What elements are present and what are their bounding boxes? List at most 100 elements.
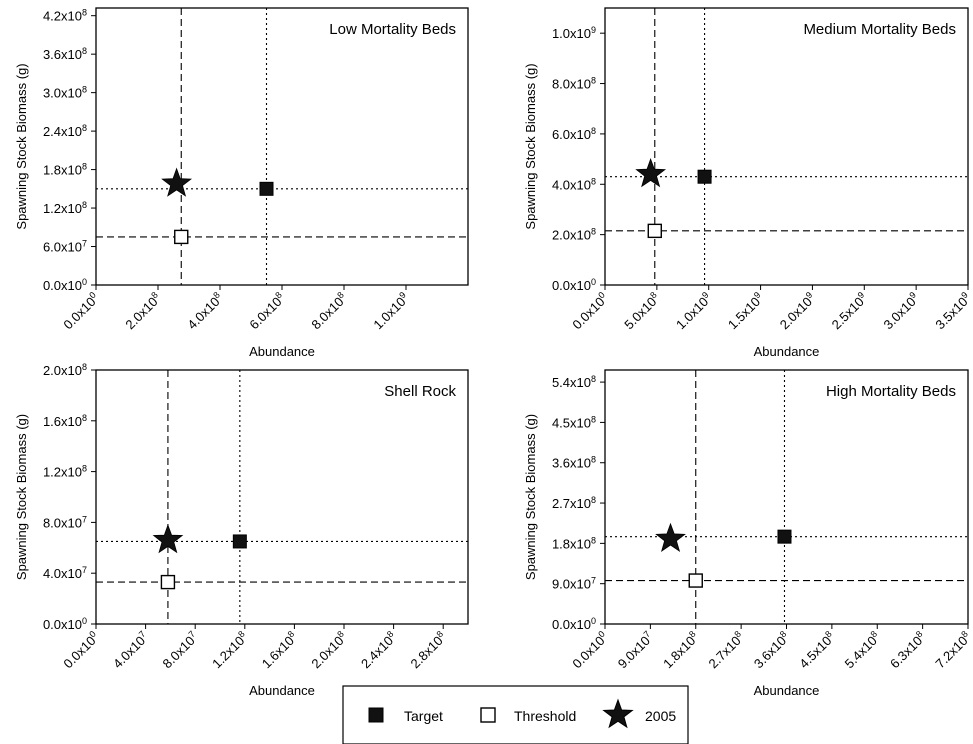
x-tick-label: 4.0x107 xyxy=(109,629,151,671)
y-tick-label: 4.0x108 xyxy=(552,176,596,192)
x-tick-label: 5.0x108 xyxy=(621,290,663,332)
legend-threshold-marker xyxy=(480,707,496,723)
year-2005-marker xyxy=(161,167,193,197)
x-tick-label: 2.0x108 xyxy=(122,290,164,332)
y-tick-label: 3.6x108 xyxy=(552,455,596,471)
y-tick-label: 1.2x108 xyxy=(43,464,87,480)
x-tick-label: 2.0x108 xyxy=(308,629,350,671)
panel-title: Medium Mortality Beds xyxy=(803,21,956,38)
plot-frame xyxy=(604,369,969,625)
chart-panel-4: 0.0x1009.0x1071.8x1082.7x1083.6x1084.5x1… xyxy=(523,369,973,698)
plot-frame xyxy=(95,369,469,625)
y-tick-label: 0.0x100 xyxy=(43,277,87,293)
x-tick-label: 1.5x109 xyxy=(724,290,766,332)
x-tick-label: 8.0x107 xyxy=(159,629,201,671)
legend-2005-label: 2005 xyxy=(645,708,676,724)
x-tick-label: 7.2x108 xyxy=(932,629,973,671)
legend-target-label: Target xyxy=(404,708,443,724)
plot-frame xyxy=(95,7,469,286)
y-tick-label: 2.4x108 xyxy=(43,123,87,139)
x-tick-label: 4.5x108 xyxy=(796,629,838,671)
y-tick-label: 1.8x108 xyxy=(43,162,87,178)
x-tick-label: 3.5x109 xyxy=(932,290,973,332)
x-tick-label: 0.0x100 xyxy=(569,629,611,671)
x-tick-label: 6.3x108 xyxy=(886,629,928,671)
chart-panels: 0.0x100 6.0x107 1.2x108 1.8x108 2.4x108 3.0x1… xyxy=(14,7,973,698)
x-tick-label: 1.0x109 xyxy=(672,290,714,332)
x-tick-label: 2.7x108 xyxy=(705,629,747,671)
threshold-marker xyxy=(688,573,703,588)
x-tick-label: 2.0x109 xyxy=(776,290,818,332)
y-tick-label: 6.0x107 xyxy=(43,239,87,255)
x-tick-label: 2.5x109 xyxy=(828,290,870,332)
y-tick-label: 0.0x100 xyxy=(552,277,596,293)
x-tick-label: 3.0x109 xyxy=(880,290,922,332)
x-tick-label: 9.0x107 xyxy=(614,629,656,671)
x-axis-title: Abundance xyxy=(754,344,820,359)
y-tick-label: 2.0x108 xyxy=(43,362,87,378)
year-2005-marker xyxy=(152,524,184,554)
x-tick-label: 8.0x108 xyxy=(308,290,350,332)
y-axis-title: Spawning Stock Biomass (g) xyxy=(523,63,538,229)
y-tick-label: 4.5x108 xyxy=(552,414,596,430)
y-tick-label: 8.0x107 xyxy=(43,514,87,530)
y-tick-label: 2.7x108 xyxy=(552,495,596,511)
x-axis-title: Abundance xyxy=(249,344,315,359)
y-axis-title: Spawning Stock Biomass (g) xyxy=(14,414,29,580)
legend-2005-marker xyxy=(602,698,634,729)
y-tick-label: 8.0x108 xyxy=(552,76,596,92)
y-tick-label: 4.2x108 xyxy=(43,8,87,24)
chart-panel-3: 0.0x1004.0x1078.0x1071.2x1081.6x1082.0x1… xyxy=(14,362,469,698)
chart-panel-2: 0.0x100 2.0x108 4.0x108 6.0x108 8.0x108 1.0x1… xyxy=(523,7,973,359)
y-tick-label: 1.8x108 xyxy=(552,535,596,551)
target-marker xyxy=(697,169,712,184)
y-tick-label: 1.2x108 xyxy=(43,200,87,216)
y-tick-label: 5.4x108 xyxy=(552,374,596,390)
threshold-marker xyxy=(647,223,662,239)
target-marker xyxy=(259,181,274,196)
y-tick-label: 1.0x109 xyxy=(552,25,596,41)
year-2005-marker xyxy=(635,158,667,188)
y-tick-label: 0.0x100 xyxy=(552,616,596,632)
legend: Target Threshold 2005 xyxy=(342,685,689,744)
x-tick-label: 6.0x108 xyxy=(246,290,288,332)
x-tick-label: 0.0x100 xyxy=(569,290,611,332)
chart-panel-1: 0.0x100 6.0x107 1.2x108 1.8x108 2.4x108 3.0x1… xyxy=(14,7,469,359)
threshold-marker xyxy=(174,229,189,245)
y-tick-label: 1.6x108 xyxy=(43,413,87,429)
threshold-marker xyxy=(160,574,176,590)
x-axis-title: Abundance xyxy=(754,683,820,698)
y-tick-label: 3.0x108 xyxy=(43,85,87,101)
y-tick-label: 2.0x108 xyxy=(552,227,596,243)
x-tick-label: 4.0x108 xyxy=(184,290,226,332)
plot-frame xyxy=(604,7,969,286)
legend-target-marker xyxy=(368,707,384,723)
y-tick-label: 4.0x107 xyxy=(43,565,87,581)
panel-title: Low Mortality Beds xyxy=(329,21,456,38)
y-axis-title: Spawning Stock Biomass (g) xyxy=(523,414,538,580)
x-tick-label: 1.0x109 xyxy=(370,290,412,332)
x-tick-label: 0.0x100 xyxy=(60,290,102,332)
x-tick-label: 1.8x108 xyxy=(659,629,701,671)
panel-title: Shell Rock xyxy=(384,383,456,400)
y-axis-title: Spawning Stock Biomass (g) xyxy=(14,63,29,229)
legend-threshold-label: Threshold xyxy=(514,708,576,724)
x-tick-label: 0.0x100 xyxy=(60,629,102,671)
y-tick-label: 6.0x108 xyxy=(552,126,596,142)
legend-frame xyxy=(342,685,689,744)
panel-title: High Mortality Beds xyxy=(826,383,956,400)
year-2005-marker xyxy=(655,522,686,552)
x-tick-label: 1.2x108 xyxy=(208,629,250,671)
y-tick-label: 3.6x108 xyxy=(43,46,87,62)
x-tick-label: 5.4x108 xyxy=(841,629,883,671)
x-tick-label: 2.4x108 xyxy=(357,629,399,671)
x-tick-label: 3.6x108 xyxy=(750,629,792,671)
x-tick-label: 2.8x108 xyxy=(407,629,449,671)
target-marker xyxy=(777,529,792,544)
target-marker xyxy=(232,534,247,549)
x-axis-title: Abundance xyxy=(249,683,315,698)
y-tick-label: 0.0x100 xyxy=(43,616,87,632)
x-tick-label: 1.6x108 xyxy=(258,629,300,671)
y-tick-label: 9.0x107 xyxy=(552,576,596,592)
